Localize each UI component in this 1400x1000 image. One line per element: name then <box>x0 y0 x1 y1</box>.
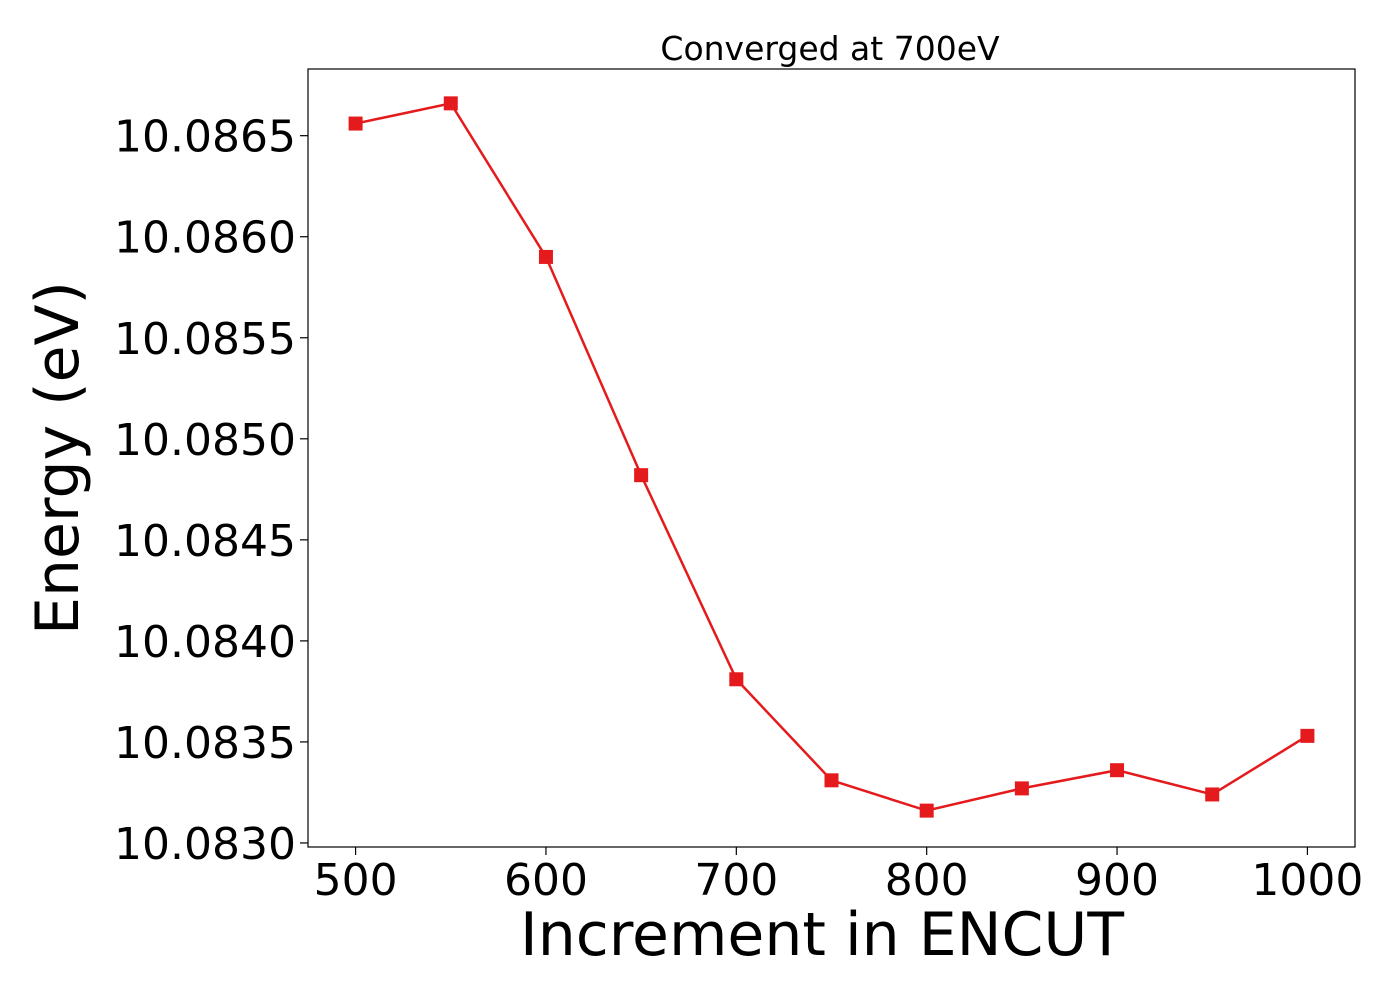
data-point <box>634 468 649 483</box>
y-tick-label: 10.0840 <box>114 617 296 668</box>
data-point <box>538 249 553 264</box>
data-point <box>729 672 744 687</box>
data-point <box>824 773 839 788</box>
x-tick-label: 800 <box>885 855 969 906</box>
series-layer <box>348 96 1315 818</box>
x-tick-label: 900 <box>1075 855 1159 906</box>
data-point <box>1014 781 1029 796</box>
plot-area <box>307 68 1356 848</box>
data-point <box>1300 728 1315 743</box>
x-tick-label: 700 <box>694 855 778 906</box>
data-point <box>1110 763 1125 778</box>
y-tick-label: 10.0855 <box>114 314 296 365</box>
y-tick-label: 10.0865 <box>114 112 296 163</box>
x-axis-label: Increment in ENCUT <box>520 900 1124 970</box>
y-tick-label: 10.0860 <box>114 213 296 264</box>
data-point <box>1205 787 1220 802</box>
y-tick-label: 10.0830 <box>114 819 296 870</box>
y-axis: 10.0830 10.0835 10.0840 10.0845 10.0850 10.08… <box>114 112 308 870</box>
x-tick-label: 600 <box>504 855 588 906</box>
x-tick-label: 1000 <box>1251 855 1363 906</box>
x-tick-label: 500 <box>314 855 398 906</box>
data-point <box>919 803 934 818</box>
chart-title: Converged at 700eV <box>660 29 1000 68</box>
y-tick-label: 10.0845 <box>114 516 296 567</box>
x-axis: 500 600 700 800 900 1000 <box>314 847 1363 906</box>
y-axis-label: Energy (eV) <box>23 281 93 635</box>
data-point <box>348 116 363 131</box>
data-point <box>443 96 458 111</box>
y-tick-label: 10.0850 <box>114 415 296 466</box>
series-line <box>355 101 1309 812</box>
y-tick-label: 10.0835 <box>114 718 296 769</box>
